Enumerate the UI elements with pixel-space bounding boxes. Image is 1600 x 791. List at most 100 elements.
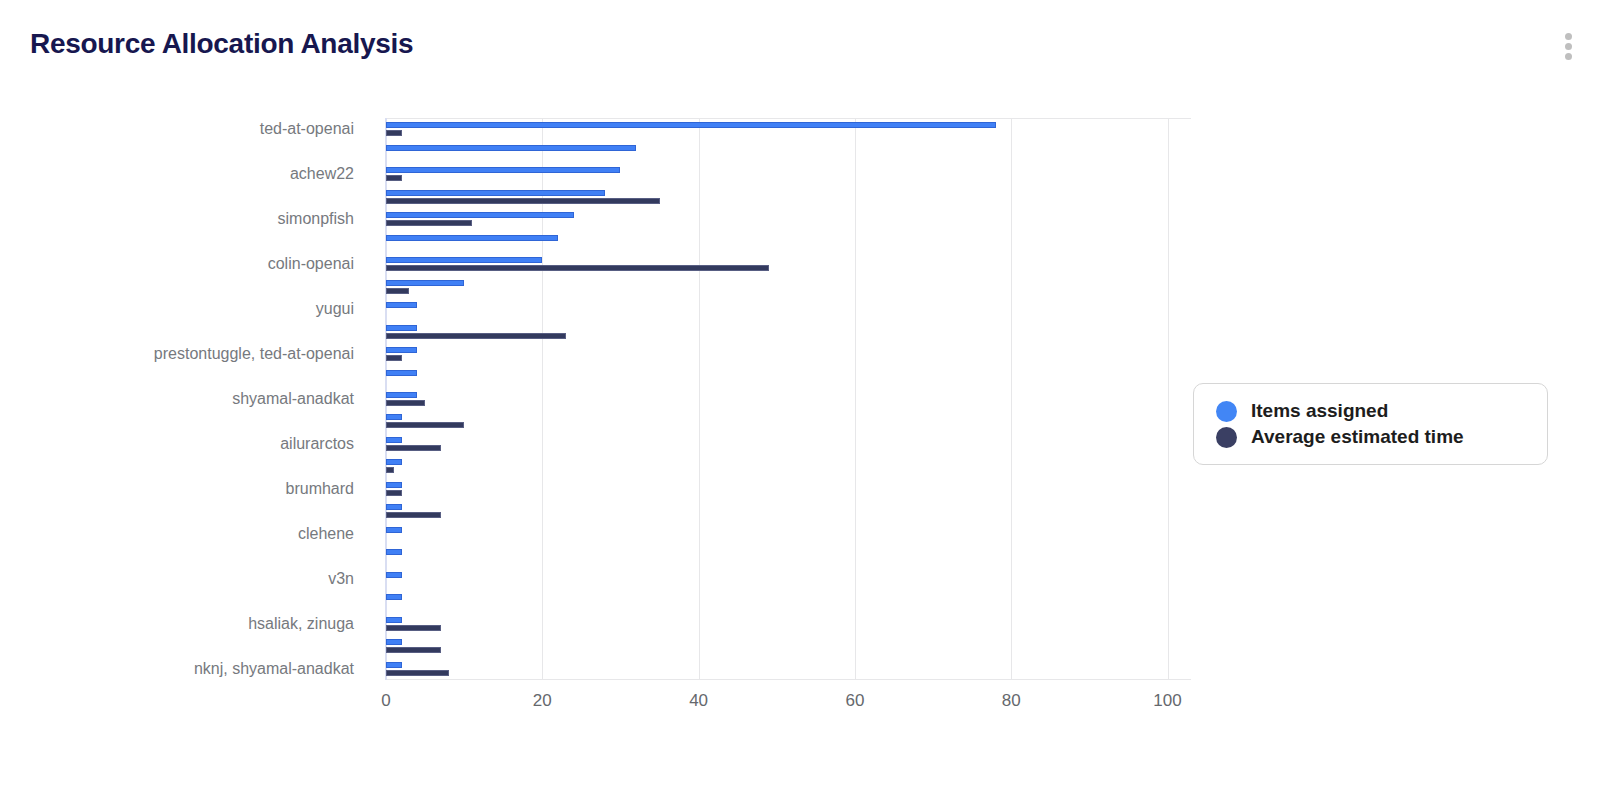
items-assigned-bar[interactable] [386, 257, 542, 263]
items-assigned-bar[interactable] [386, 504, 402, 510]
category-label: brumhard [0, 481, 354, 497]
items-assigned-bar[interactable] [386, 572, 402, 578]
bar-group-row [386, 590, 1191, 612]
average-estimated-time-swatch-icon [1216, 427, 1237, 448]
legend-item-average-estimated-time[interactable]: Average estimated time [1216, 426, 1547, 448]
average-estimated-time-bar[interactable] [386, 400, 425, 406]
category-label: colin-openai [0, 256, 354, 272]
chart-legend: Items assigned Average estimated time [1193, 383, 1548, 465]
legend-item-items-assigned[interactable]: Items assigned [1216, 400, 1547, 422]
items-assigned-bar[interactable] [386, 167, 620, 173]
average-estimated-time-bar[interactable] [386, 670, 449, 676]
bar-group-row [386, 433, 1191, 455]
legend-item-label: Items assigned [1251, 400, 1388, 422]
average-estimated-time-bar[interactable] [386, 422, 464, 428]
items-assigned-bar[interactable] [386, 482, 402, 488]
x-tick-label-20: 20 [533, 690, 552, 712]
bar-group-row [386, 455, 1191, 477]
category-label: simonpfish [0, 211, 354, 227]
items-assigned-swatch-icon [1216, 401, 1237, 422]
average-estimated-time-bar[interactable] [386, 625, 441, 631]
average-estimated-time-bar[interactable] [386, 198, 660, 204]
kebab-dot [1565, 53, 1572, 60]
items-assigned-bar[interactable] [386, 325, 417, 331]
items-assigned-bar[interactable] [386, 549, 402, 555]
category-label: clehene [0, 526, 354, 542]
bar-group-row [386, 478, 1191, 500]
items-assigned-bar[interactable] [386, 212, 574, 218]
items-assigned-bar[interactable] [386, 280, 464, 286]
items-assigned-bar[interactable] [386, 617, 402, 623]
y-axis-category-labels: ted-at-openai achew22 simonpfish colin-open… [0, 118, 354, 680]
average-estimated-time-bar[interactable] [386, 467, 394, 473]
bar-group-row [386, 118, 1191, 140]
x-tick-label-40: 40 [689, 690, 708, 712]
items-assigned-bar[interactable] [386, 122, 996, 128]
chart-card: Resource Allocation Analysis ted-at-open… [0, 0, 1600, 791]
bar-group-row [386, 298, 1191, 320]
average-estimated-time-bar[interactable] [386, 647, 441, 653]
x-tick-label-60: 60 [845, 690, 864, 712]
category-label: ailurarctos [0, 436, 354, 452]
average-estimated-time-bar[interactable] [386, 265, 769, 271]
bar-group-row [386, 500, 1191, 522]
x-tick-label-100: 100 [1153, 690, 1181, 712]
average-estimated-time-bar[interactable] [386, 288, 409, 294]
bar-group-row [386, 523, 1191, 545]
category-label: achew22 [0, 166, 354, 182]
legend-item-label: Average estimated time [1251, 426, 1464, 448]
items-assigned-bar[interactable] [386, 459, 402, 465]
average-estimated-time-bar[interactable] [386, 220, 472, 226]
items-assigned-bar[interactable] [386, 347, 417, 353]
items-assigned-bar[interactable] [386, 527, 402, 533]
page-title: Resource Allocation Analysis [30, 28, 413, 60]
items-assigned-bar[interactable] [386, 594, 402, 600]
items-assigned-bar[interactable] [386, 392, 417, 398]
items-assigned-bar[interactable] [386, 190, 605, 196]
bar-group-row [386, 163, 1191, 185]
average-estimated-time-bar[interactable] [386, 355, 402, 361]
items-assigned-bar[interactable] [386, 662, 402, 668]
category-label: shyamal-anadkat [0, 391, 354, 407]
bar-group-row [386, 613, 1191, 635]
bar-group-row [386, 635, 1191, 657]
category-label: nknj, shyamal-anadkat [0, 661, 354, 677]
items-assigned-bar[interactable] [386, 639, 402, 645]
category-label: yugui [0, 301, 354, 317]
category-label: hsaliak, zinuga [0, 616, 354, 632]
bar-group-row [386, 320, 1191, 342]
category-label: prestontuggle, ted-at-openai [0, 346, 354, 362]
bar-group-row [386, 545, 1191, 567]
bar-chart-plot-area [386, 118, 1191, 680]
bar-group-row [386, 388, 1191, 410]
kebab-dot [1565, 43, 1572, 50]
items-assigned-bar[interactable] [386, 235, 558, 241]
average-estimated-time-bar[interactable] [386, 490, 402, 496]
category-label: v3n [0, 571, 354, 587]
bar-group-row [386, 343, 1191, 365]
bar-group-row [386, 568, 1191, 590]
category-label: ted-at-openai [0, 121, 354, 137]
x-tick-label-0: 0 [381, 690, 390, 712]
items-assigned-bar[interactable] [386, 414, 402, 420]
kebab-dot [1565, 33, 1572, 40]
average-estimated-time-bar[interactable] [386, 175, 402, 181]
items-assigned-bar[interactable] [386, 302, 417, 308]
bar-group-row [386, 185, 1191, 207]
bar-group-row [386, 275, 1191, 297]
kebab-menu-icon[interactable] [1562, 33, 1574, 60]
average-estimated-time-bar[interactable] [386, 445, 441, 451]
average-estimated-time-bar[interactable] [386, 333, 566, 339]
bar-group-row [386, 140, 1191, 162]
bar-group-row [386, 253, 1191, 275]
bar-group-row [386, 230, 1191, 252]
bar-group-row [386, 365, 1191, 387]
average-estimated-time-bar[interactable] [386, 512, 441, 518]
items-assigned-bar[interactable] [386, 370, 417, 376]
bar-group-row [386, 208, 1191, 230]
x-tick-label-80: 80 [1002, 690, 1021, 712]
average-estimated-time-bar[interactable] [386, 130, 402, 136]
items-assigned-bar[interactable] [386, 145, 636, 151]
items-assigned-bar[interactable] [386, 437, 402, 443]
bar-group-row [386, 410, 1191, 432]
